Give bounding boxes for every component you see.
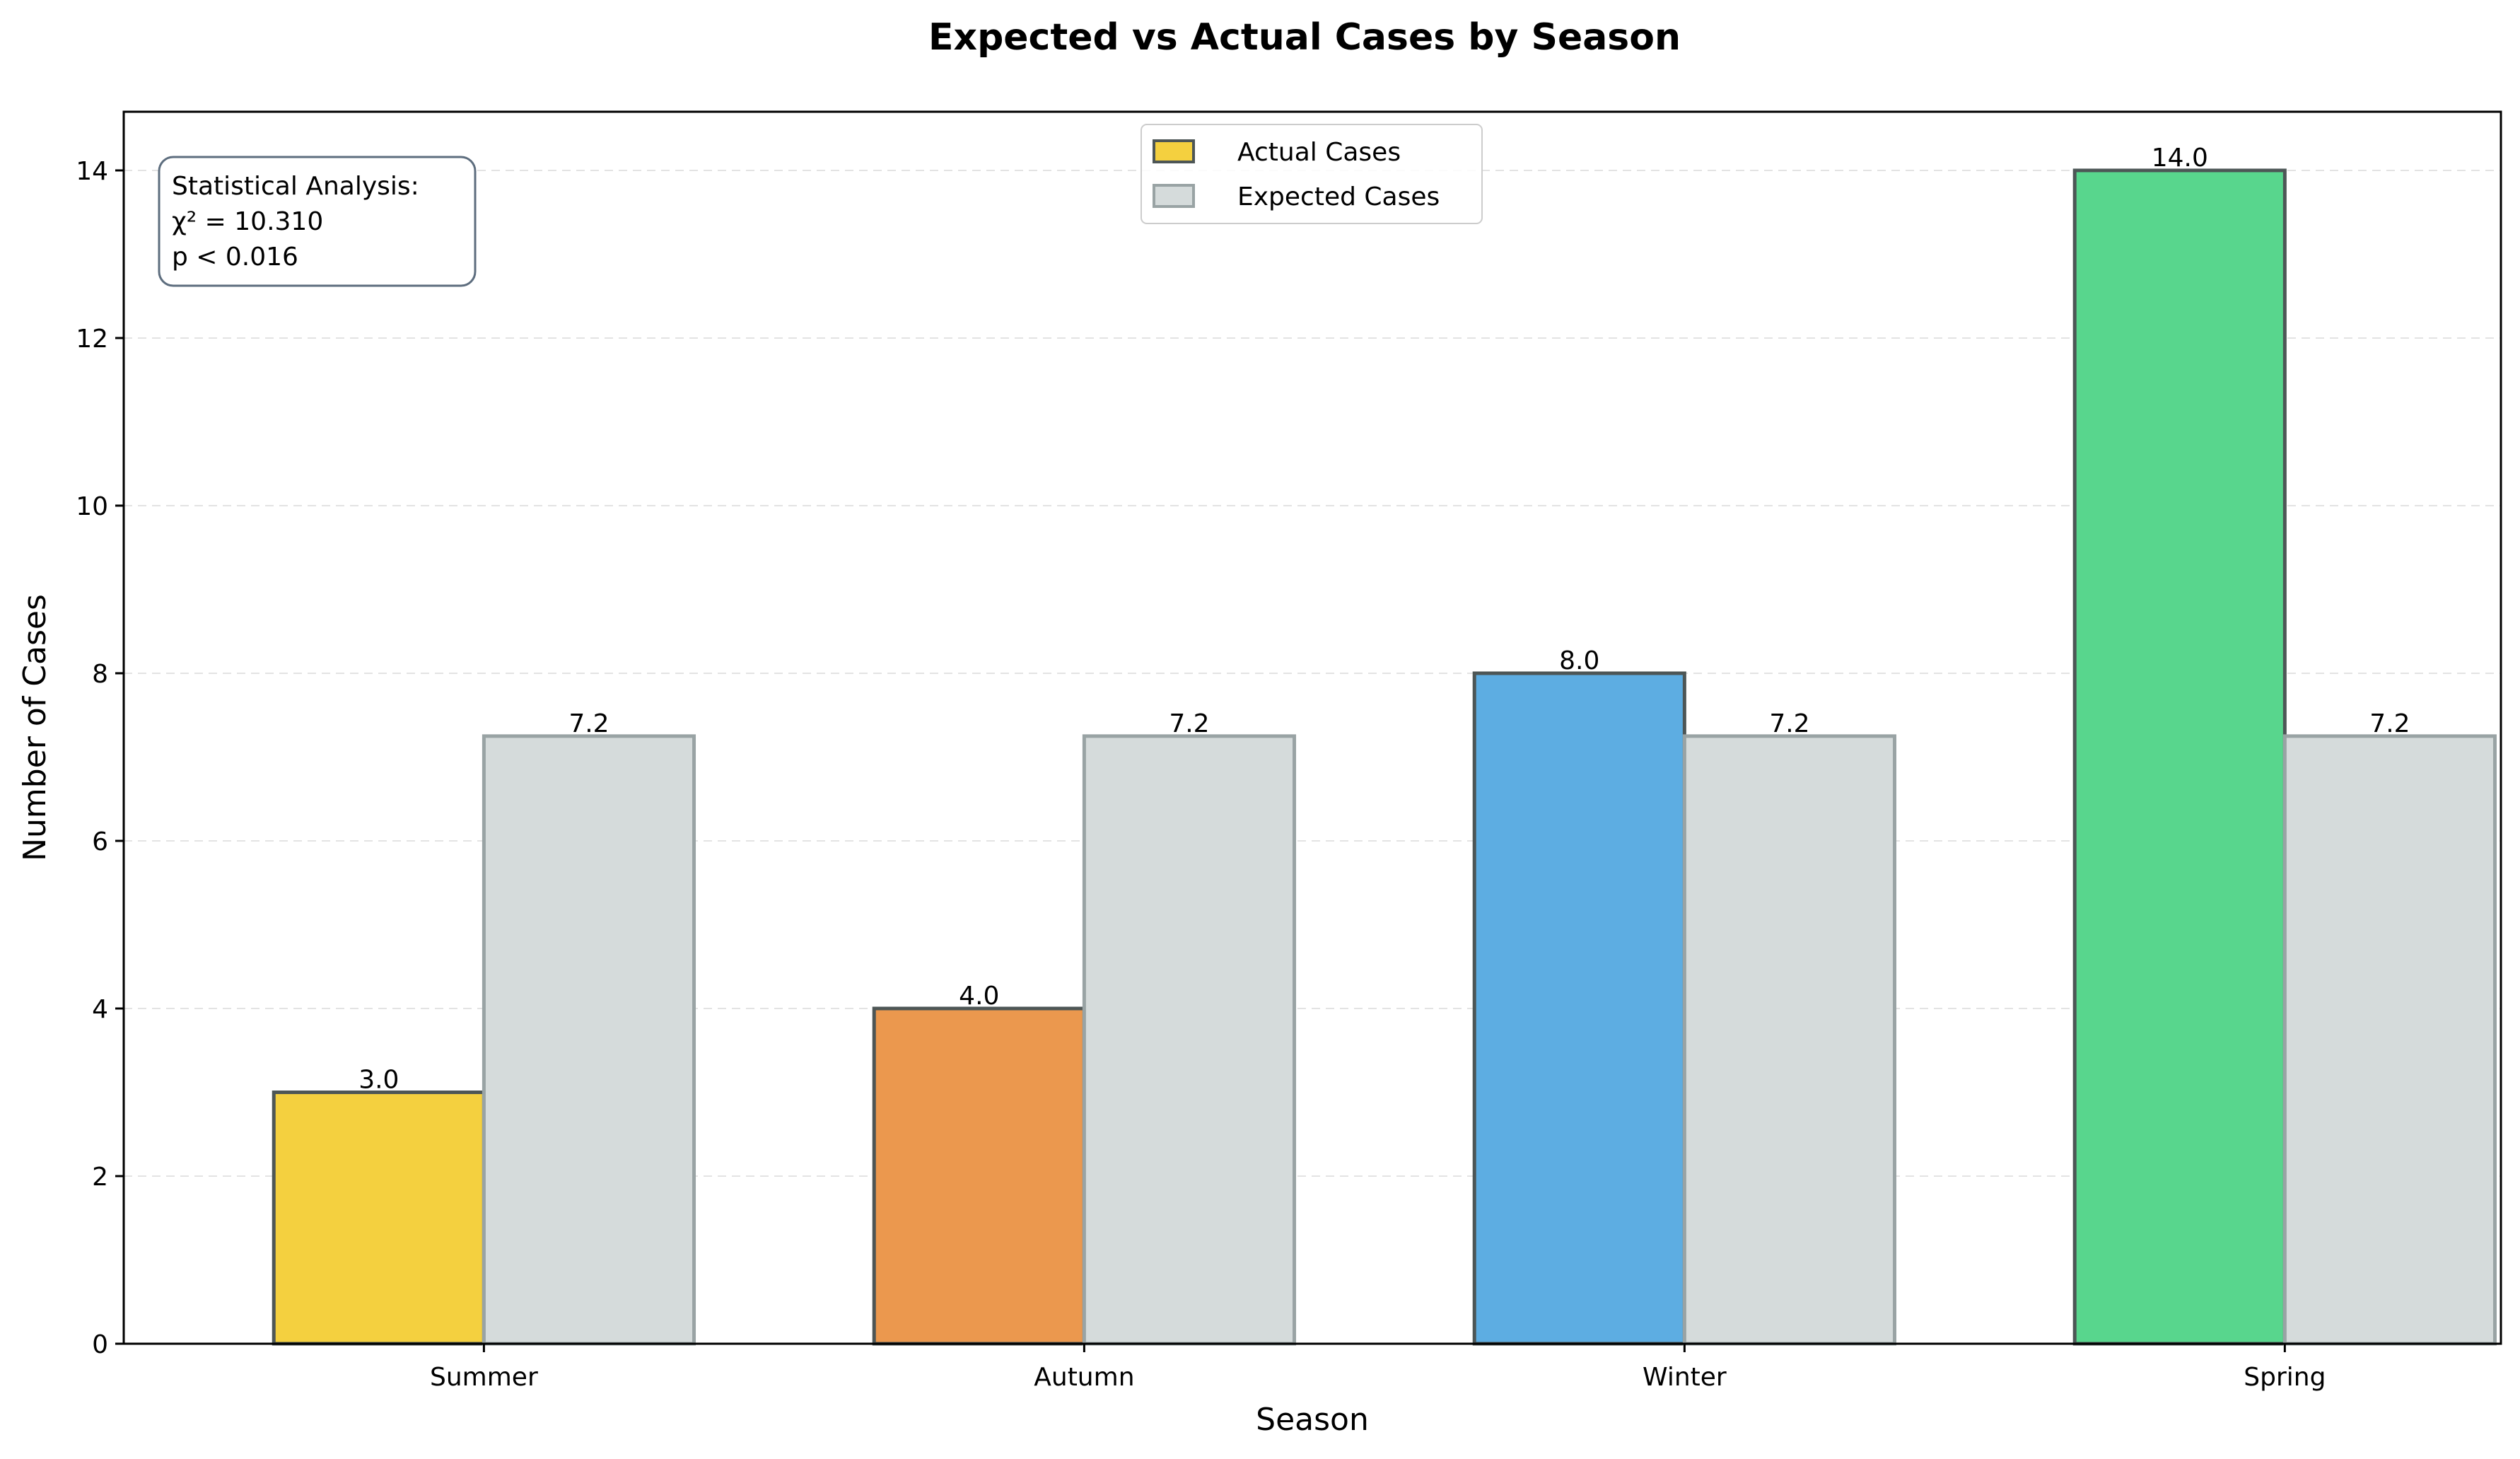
stat-annotation-line: Statistical Analysis: <box>172 172 419 201</box>
expected-bar <box>1682 734 1897 1346</box>
data-labels: 3.0 7.2 4.0 7.2 8.0 7.2 14.0 7.2 <box>358 144 2410 1095</box>
actual-bar <box>272 1090 486 1346</box>
expected-bar <box>482 734 696 1346</box>
y-tick-label: 12 <box>76 325 108 354</box>
x-tick-label: Summer <box>430 1363 538 1392</box>
expected-bar <box>2282 734 2497 1346</box>
expected-value-label: 7.2 <box>1169 709 1209 738</box>
legend-label-actual: Actual Cases <box>1237 138 1401 167</box>
stat-annotation-box <box>158 156 477 287</box>
legend-box <box>1141 124 1483 224</box>
actual-value-label: 3.0 <box>358 1065 399 1094</box>
expected-value-label: 7.2 <box>1769 709 1809 738</box>
chart-title: Expected vs Actual Cases by Season <box>928 16 1681 59</box>
y-tick-label: 4 <box>92 995 108 1024</box>
y-axis-title: Number of Cases <box>17 594 53 861</box>
x-tick-label: Winter <box>1643 1363 1727 1392</box>
y-tick-label: 8 <box>92 660 108 689</box>
x-axis-title: Season <box>1256 1402 1369 1438</box>
x-tick-label: Spring <box>2244 1363 2326 1392</box>
actual-value-label: 14.0 <box>2152 144 2208 173</box>
actual-bar <box>872 1006 1086 1346</box>
stat-annotation-line: χ² = 10.310 <box>172 207 323 236</box>
x-axis: Summer Autumn Winter Spring <box>430 1344 2326 1392</box>
expected-value-label: 7.2 <box>568 709 609 738</box>
y-tick-label: 14 <box>76 157 108 186</box>
stat-annotation-line: p < 0.016 <box>172 243 298 272</box>
y-tick-label: 2 <box>92 1163 108 1192</box>
y-tick-label: 10 <box>76 492 108 521</box>
actual-value-label: 8.0 <box>1559 646 1599 675</box>
y-axis: 0 2 4 6 8 10 12 14 <box>76 157 124 1359</box>
expected-bar <box>1082 734 1297 1346</box>
y-tick-label: 6 <box>92 827 108 856</box>
legend-swatch-actual <box>1153 139 1195 163</box>
y-tick-label: 0 <box>92 1330 108 1359</box>
legend: Actual Cases Expected Cases <box>1141 124 1483 224</box>
x-tick-label: Autumn <box>1034 1363 1134 1392</box>
actual-bar <box>1472 671 1686 1346</box>
legend-swatch-expected <box>1153 184 1195 208</box>
plot-frame <box>122 110 2502 1345</box>
expected-value-label: 7.2 <box>2369 709 2410 738</box>
actual-bar <box>2072 168 2287 1346</box>
stat-annotation: Statistical Analysis: χ² = 10.310 p < 0.… <box>158 156 477 287</box>
legend-label-expected: Expected Cases <box>1237 182 1440 211</box>
actual-value-label: 4.0 <box>959 982 999 1011</box>
